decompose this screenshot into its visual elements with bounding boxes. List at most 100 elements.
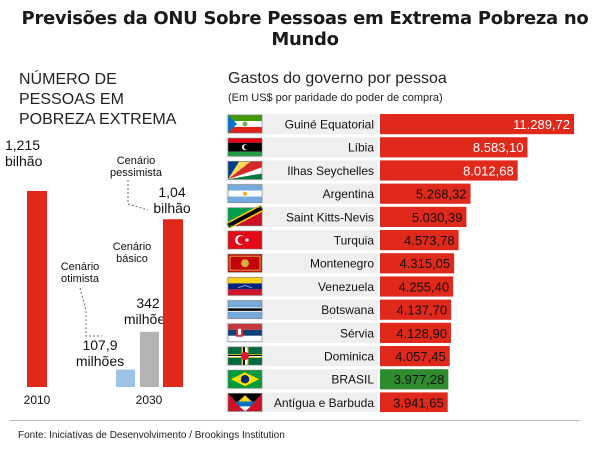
libya-flag (227, 137, 263, 157)
equatorial-guinea-flag (227, 114, 263, 134)
flag-part (248, 286, 250, 288)
flag-part (228, 161, 262, 180)
poverty-bar (116, 369, 135, 387)
scenario-label: Cenário (113, 241, 152, 253)
flag-part (228, 184, 262, 191)
poverty-value-label: 342 (136, 295, 160, 311)
country-label: Argentina (323, 187, 375, 201)
poverty-chart: 1,215bilhão107,9milhõesCenáriootimista34… (5, 140, 191, 407)
spending-chart: Guiné Equatorial 11.289,72 Líbia 8.583,10 Il… (226, 114, 574, 412)
spending-chart-subtitle: (Em US$ por paridade do poder de compra) (228, 92, 443, 104)
flag-border (227, 161, 263, 180)
row-background (226, 230, 378, 251)
flag-part (245, 238, 249, 242)
country-label: Dominica (324, 350, 374, 364)
value-label: 5.268,32 (416, 187, 467, 202)
flag-part (228, 167, 262, 180)
flag-part (228, 323, 262, 330)
country-label: Guiné Equatorial (285, 118, 374, 132)
value-label: 4.128,90 (396, 326, 447, 341)
country-label: Ilhas Seychelles (287, 164, 374, 178)
spending-bar (380, 206, 467, 227)
dominica-flag (227, 346, 263, 366)
spending-bar (380, 369, 449, 390)
flag-part (228, 329, 262, 336)
saint-kitts-nevis-flag (226, 204, 264, 229)
poverty-value-unit: bilhão (5, 153, 43, 169)
poverty-value-unit: bilhão (153, 200, 191, 216)
row-background (226, 392, 378, 412)
poverty-value-label: 1,215 (5, 140, 40, 153)
flag-part (241, 352, 249, 360)
scenario-label: Cenário (117, 155, 156, 167)
poverty-title-line-3: POBREZA EXTREMA (19, 111, 177, 128)
value-label: 8.012,68 (463, 163, 514, 178)
row-background (226, 346, 378, 367)
antigua-barbuda-flag (227, 393, 263, 412)
country-label: Saint Kitts-Nevis (286, 210, 374, 224)
leader-line (127, 180, 149, 211)
flag-border (227, 323, 263, 343)
country-label: Turquia (334, 234, 375, 248)
flag-border (227, 300, 263, 319)
spending-bar (380, 114, 574, 135)
flag-border (227, 207, 263, 227)
brazil-flag (227, 369, 263, 389)
flag-part (242, 285, 244, 287)
country-label: Venezuela (318, 280, 374, 294)
row-background (226, 369, 378, 390)
spending-bar (380, 276, 454, 297)
flag-part (240, 375, 250, 384)
spending-bar (380, 253, 455, 274)
flag-part (228, 127, 262, 133)
flag-border (227, 137, 263, 157)
value-label: 5.030,39 (412, 210, 463, 225)
country-label: Montenegro (310, 257, 374, 271)
flag-part (228, 308, 262, 311)
poverty-value-unit: milhões (76, 353, 124, 369)
flag-part (228, 173, 262, 180)
botswana-flag (227, 300, 263, 319)
row-background (226, 322, 378, 343)
scenario-label: básico (116, 253, 148, 265)
flag-part (228, 289, 262, 296)
flag-part (228, 277, 262, 284)
spending-bar (380, 137, 528, 158)
flag-part (244, 284, 246, 286)
spending-bar (380, 183, 471, 204)
poverty-value-unit: milhões (124, 311, 172, 327)
flag-part (228, 115, 262, 121)
row-background (226, 160, 378, 181)
value-label: 4.255,40 (399, 279, 450, 294)
x-tick-label: 2010 (24, 393, 51, 407)
row-background (226, 137, 378, 158)
serbia-flag (227, 323, 263, 343)
venezuela-flag (227, 277, 263, 296)
poverty-chart-title: NÚMERO DE PESSOAS EM POBREZA EXTREMA (19, 70, 176, 130)
spending-bar (380, 346, 450, 367)
flag-part (228, 161, 251, 180)
scenario-label: Cenário (61, 261, 100, 273)
flag-border (227, 277, 263, 296)
value-label: 3.977,28 (394, 372, 445, 387)
flag-border (227, 253, 263, 273)
source-note: Fonte: Iniciativas de Desenvolvimento / … (18, 430, 285, 441)
flag-border (227, 346, 263, 366)
spending-bar (380, 299, 452, 320)
row-background (226, 114, 378, 135)
flag-part (242, 121, 248, 127)
flag-part (238, 328, 241, 335)
flag-border (227, 114, 263, 134)
flag-part (238, 286, 240, 289)
flag-part (227, 206, 263, 228)
flag-part (228, 138, 262, 143)
poverty-value-label: 107,9 (82, 337, 117, 353)
country-label: BRASIL (331, 373, 374, 387)
spending-bar (380, 392, 448, 412)
spending-bar (380, 160, 518, 181)
poverty-value-label: 1,04 (158, 184, 185, 200)
value-label: 4.315,05 (400, 256, 451, 271)
flag-part (239, 406, 251, 412)
spending-bar (380, 322, 451, 343)
value-label: 3.941,65 (393, 395, 444, 410)
